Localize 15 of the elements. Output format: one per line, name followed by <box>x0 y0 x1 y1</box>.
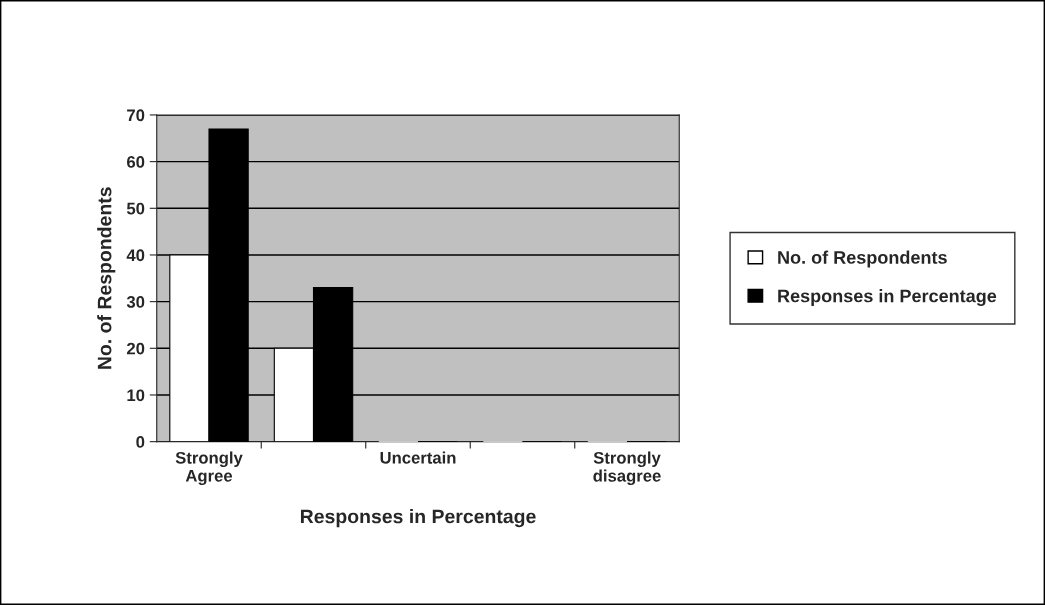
legend-label: No. of Respondents <box>778 250 947 268</box>
y-tick-label: 10 <box>127 389 145 402</box>
y-tick-label: 60 <box>127 156 145 168</box>
x-tick-label: Strongly Agree <box>175 451 243 486</box>
y-tick-label: 70 <box>127 109 145 122</box>
y-tick-label: 40 <box>126 249 145 262</box>
y-tick-label: 20 <box>126 342 145 355</box>
y-tick-label: 50 <box>126 202 145 215</box>
y-tick-label: 30 <box>126 296 145 308</box>
legend-label: Responses in Percentage <box>778 289 997 306</box>
y-tick-label: 0 <box>136 436 145 448</box>
x-axis-title: Responses in Percentage <box>300 509 536 528</box>
x-tick-label: Strongly disagree <box>593 451 661 486</box>
x-tick-label: Uncertain <box>380 451 456 464</box>
y-axis-title: No. of Respondents <box>97 187 116 369</box>
